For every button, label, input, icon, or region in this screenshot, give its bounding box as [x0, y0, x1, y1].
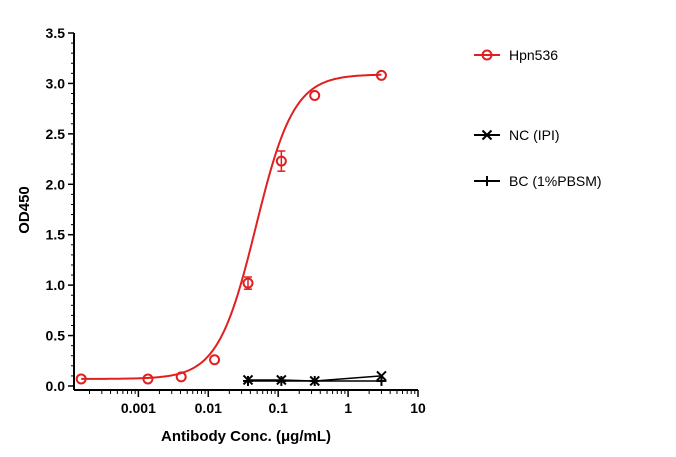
bc-1-pbsm-data-point	[309, 375, 320, 386]
axes: 0.0 0.5 1.0 1.5 2.0 2.5 3.0 3.5 0.001 0.01 0.1 1 10	[46, 25, 426, 416]
y-tick-label: 3.5	[46, 25, 66, 41]
hpn536-data-point	[375, 69, 387, 81]
legend-label: BC (1%PBSM)	[509, 173, 602, 189]
x-tick-label: 1	[344, 400, 352, 416]
hpn536-data-point	[175, 371, 187, 383]
x-tick-label: 10	[410, 400, 426, 416]
nc-ipi-data-point	[376, 370, 387, 382]
x-tick-label: 0.001	[121, 400, 156, 416]
x-axis-title: Antibody Conc. (μg/mL)	[161, 428, 331, 445]
legend-label: NC (IPI)	[509, 127, 560, 143]
hpn536-data-point	[75, 373, 87, 385]
y-tick-label: 0.0	[46, 378, 66, 394]
legend-marker	[481, 49, 493, 61]
y-tick-label: 2.5	[46, 126, 66, 142]
hpn536-fit-curve	[81, 73, 382, 380]
hpn536-data-point	[309, 90, 321, 102]
y-tick-label: 1.0	[46, 277, 66, 293]
hpn536-data-point	[242, 277, 254, 289]
bc-1-pbsm-data-point	[276, 375, 287, 386]
bc-1-pbsm-data-point	[376, 375, 387, 386]
y-axis-title: OD450	[16, 186, 33, 234]
hpn536-data-point	[209, 354, 221, 366]
legend-label: Hpn536	[509, 47, 558, 63]
hpn536-data-point	[142, 373, 154, 385]
legend: Hpn536 NC (IPI) BC (1%PBSM)	[474, 47, 602, 189]
bc-1-pbsm-data-point	[243, 375, 254, 386]
x-tick-label: 0.01	[195, 400, 222, 416]
y-tick-label: 1.5	[46, 227, 66, 243]
x-tick-label: 0.1	[268, 400, 288, 416]
hpn536-data-point	[275, 155, 287, 167]
y-tick-label: 3.0	[46, 75, 66, 91]
y-tick-label: 2.0	[46, 176, 66, 192]
legend-marker	[481, 129, 493, 141]
plot-area	[75, 69, 387, 387]
y-tick-label: 0.5	[46, 328, 66, 344]
legend-marker	[482, 176, 492, 186]
